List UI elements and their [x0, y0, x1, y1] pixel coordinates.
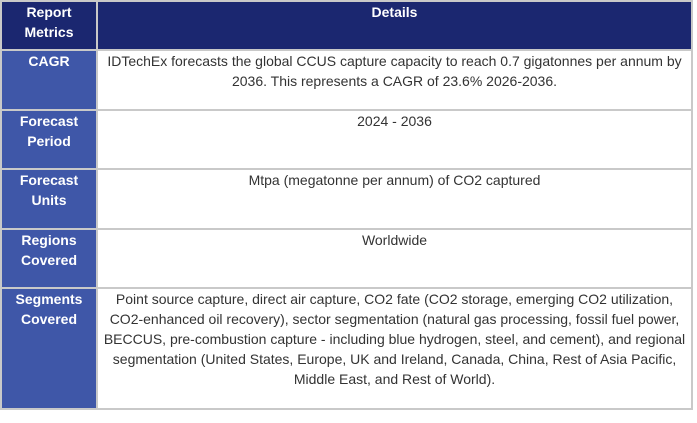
table-row: Forecast Units Mtpa (megatonne per annum… — [0, 168, 693, 230]
metric-label: CAGR — [0, 49, 98, 111]
table-row: Forecast Period 2024 - 2036 — [0, 109, 693, 170]
metric-label: Forecast Units — [0, 168, 98, 230]
metric-detail: Point source capture, direct air capture… — [96, 287, 693, 410]
column-header-details: Details — [96, 0, 693, 51]
table-row: Regions Covered Worldwide — [0, 228, 693, 289]
report-metrics-table: Report Metrics Details CAGR IDTechEx for… — [0, 0, 693, 410]
column-header-report-metrics: Report Metrics — [0, 0, 98, 51]
metric-detail: Worldwide — [96, 228, 693, 289]
table-header-row: Report Metrics Details — [0, 0, 693, 51]
metric-detail: 2024 - 2036 — [96, 109, 693, 170]
metric-detail: Mtpa (megatonne per annum) of CO2 captur… — [96, 168, 693, 230]
metric-detail: IDTechEx forecasts the global CCUS captu… — [96, 49, 693, 111]
table-row: Segments Covered Point source capture, d… — [0, 287, 693, 410]
metric-label: Segments Covered — [0, 287, 98, 410]
table-row: CAGR IDTechEx forecasts the global CCUS … — [0, 49, 693, 111]
metric-label: Regions Covered — [0, 228, 98, 289]
metric-label: Forecast Period — [0, 109, 98, 170]
